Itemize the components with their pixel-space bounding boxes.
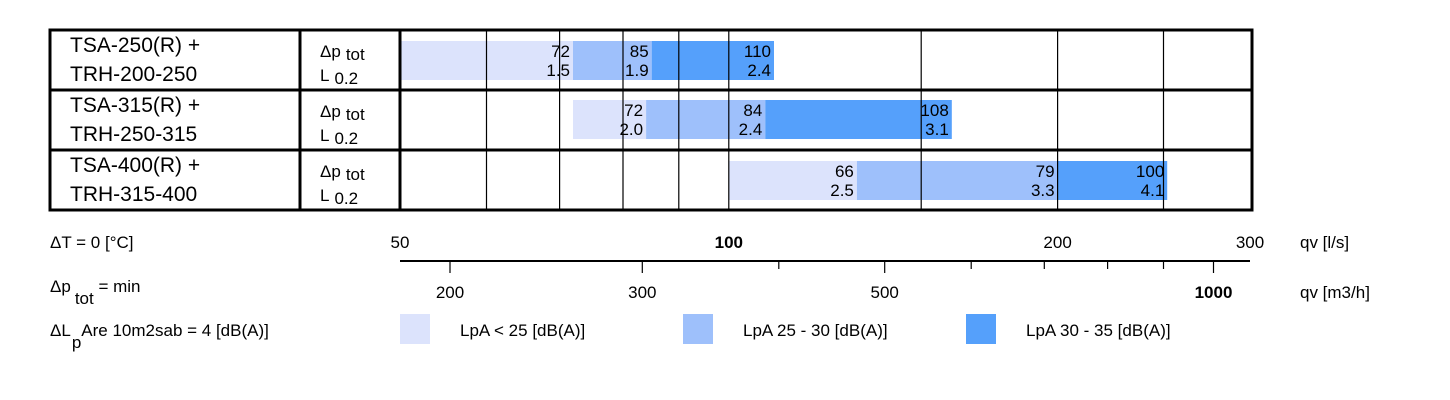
table-border <box>48 28 1254 212</box>
param-dp-label: Δp tot <box>320 42 365 64</box>
bar-value-l: 2.4 <box>739 120 763 139</box>
bar-value-dp: 110 <box>744 42 771 61</box>
param-dp-sub: tot <box>346 45 365 64</box>
param-l-sub: 0.2 <box>334 69 358 88</box>
delta-p-sub: tot <box>75 289 94 308</box>
legend-swatch <box>400 314 430 344</box>
legend-label: LpA 25 - 30 [dB(A)] <box>743 321 888 340</box>
param-l-sub: 0.2 <box>334 129 358 148</box>
x-axis-label-ls: qv [l/s] <box>1300 233 1349 252</box>
legend-swatch <box>683 314 713 344</box>
x-tick-label-m3h: 1000 <box>1195 283 1233 302</box>
delta-p-rest: = min <box>94 277 141 296</box>
param-dp-label: Δp tot <box>320 162 365 184</box>
delta-p-note: Δptot = min <box>50 277 141 308</box>
bar-segment <box>646 100 766 139</box>
param-l-main: L <box>320 126 329 145</box>
bar-value-dp: 72 <box>551 42 570 61</box>
bar-segment <box>573 100 647 139</box>
bar-value-l: 3.3 <box>1031 181 1055 200</box>
delta-p-main: Δp <box>50 277 71 296</box>
legend-label: LpA < 25 [dB(A)] <box>460 321 585 340</box>
x-tick-label-ls: 100 <box>715 233 743 252</box>
x-tick-label-m3h: 200 <box>436 283 464 302</box>
bar-value-l: 4.1 <box>1141 181 1165 200</box>
bar-value-l: 1.5 <box>546 61 570 80</box>
param-dp-sub: tot <box>346 165 365 184</box>
x-tick-label-m3h: 500 <box>871 283 899 302</box>
param-l-main: L <box>320 66 329 85</box>
bar-segment <box>651 41 774 80</box>
bar-value-dp: 72 <box>624 101 643 120</box>
x-tick-label-ls: 300 <box>1236 233 1264 252</box>
bar-value-dp: 85 <box>630 42 649 61</box>
delta-l-note: ΔLpAre 10m2sab = 4 [dB(A)] <box>50 321 269 352</box>
unit-name-line2: TRH-315-400 <box>70 183 197 206</box>
delta-l-main: ΔL <box>50 321 71 340</box>
bar-value-dp: 108 <box>920 101 948 120</box>
bar-segment <box>728 161 857 200</box>
param-l-label: L 0.2 <box>320 186 358 208</box>
bar-value-l: 2.5 <box>830 181 854 200</box>
x-tick-label-ls: 200 <box>1043 233 1071 252</box>
delta-t-note: ΔT = 0 [°C] <box>50 233 134 252</box>
param-dp-main: Δp <box>320 162 341 181</box>
bar-segment <box>1057 161 1168 200</box>
bar-value-l: 1.9 <box>625 61 649 80</box>
unit-name-line2: TRH-200-250 <box>70 63 197 86</box>
legend-swatch <box>966 314 996 344</box>
param-dp-sub: tot <box>346 105 365 124</box>
param-dp-main: Δp <box>320 42 341 61</box>
param-l-main: L <box>320 186 329 205</box>
unit-name-line2: TRH-250-315 <box>70 123 197 146</box>
param-l-sub: 0.2 <box>334 189 358 208</box>
unit-name-line1: TSA-315(R) + <box>70 94 200 117</box>
param-l-label: L 0.2 <box>320 126 358 148</box>
bar-segment <box>856 161 1058 200</box>
x-tick-label-m3h: 300 <box>628 283 656 302</box>
unit-name-line1: TSA-400(R) + <box>70 154 200 177</box>
param-dp-main: Δp <box>320 102 341 121</box>
bar-value-dp: 66 <box>835 162 854 181</box>
bar-value-l: 3.1 <box>925 120 949 139</box>
x-tick-label-ls: 50 <box>391 233 410 252</box>
bar-value-dp: 100 <box>1136 162 1164 181</box>
delta-l-sub: p <box>72 333 81 352</box>
delta-l-rest: Are 10m2sab = 4 [dB(A)] <box>81 321 269 340</box>
param-dp-label: Δp tot <box>320 102 365 124</box>
bar-segment <box>573 41 652 80</box>
bar-value-dp: 79 <box>1036 162 1055 181</box>
bar-value-dp: 84 <box>743 101 762 120</box>
unit-name-line1: TSA-250(R) + <box>70 34 200 57</box>
param-l-label: L 0.2 <box>320 66 358 88</box>
legend-label: LpA 30 - 35 [dB(A)] <box>1026 321 1171 340</box>
bar-value-l: 2.4 <box>747 61 771 80</box>
bar-value-l: 2.0 <box>619 120 643 139</box>
x-axis-label-m3h: qv [m3/h] <box>1300 283 1370 302</box>
